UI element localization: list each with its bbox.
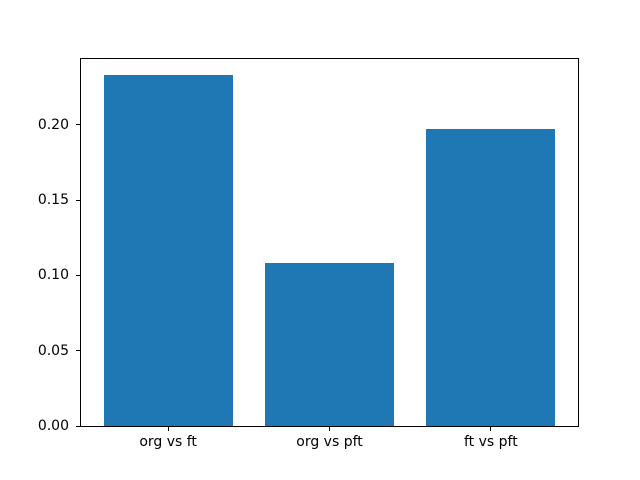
plot-area (80, 58, 579, 427)
x-tick-mark (329, 427, 330, 431)
y-tick-mark (76, 350, 80, 352)
y-tick-mark (76, 274, 80, 276)
y-tick-label: 0.05 (37, 342, 69, 359)
bar-org-vs-ft (103, 75, 233, 426)
bar-org-vs-pft (264, 263, 395, 426)
x-tick-label: org vs pft (296, 434, 363, 450)
x-tick-mark (167, 427, 169, 431)
y-tick-mark (76, 124, 80, 126)
y-tick-mark (76, 425, 80, 427)
x-tick-label: ft vs pft (464, 434, 518, 450)
y-tick-label: 0.15 (37, 192, 69, 209)
x-tick-mark (490, 427, 492, 431)
y-tick-label: 0.00 (37, 418, 69, 434)
y-tick-label: 0.10 (37, 267, 69, 284)
x-tick-label: org vs ft (139, 434, 197, 450)
y-tick-label: 0.20 (37, 116, 69, 133)
y-tick-mark (76, 199, 80, 201)
bar-ft-vs-pft (426, 129, 556, 426)
